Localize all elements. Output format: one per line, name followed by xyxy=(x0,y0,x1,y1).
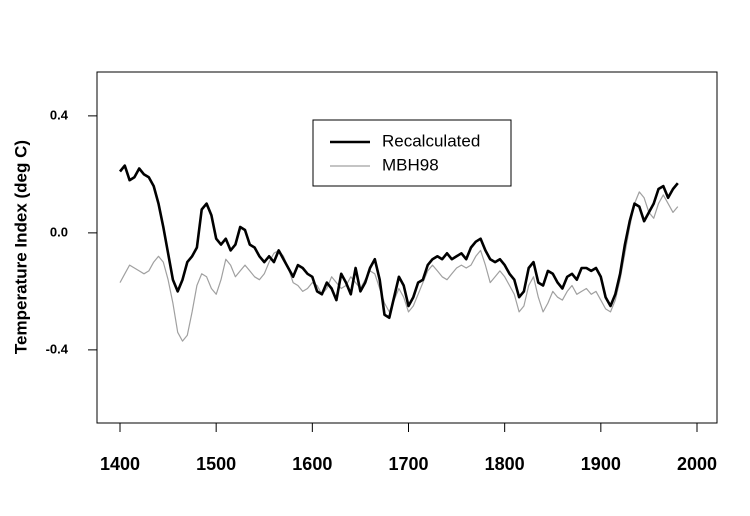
x-tick-label: 1600 xyxy=(292,454,332,474)
x-tick-label: 1900 xyxy=(581,454,621,474)
x-tick-label: 1800 xyxy=(485,454,525,474)
y-tick-label: -0.4 xyxy=(46,341,69,356)
y-axis-label: Temperature Index (deg C) xyxy=(11,140,30,354)
series-line-recalculated xyxy=(118,164,679,319)
legend-label: MBH98 xyxy=(382,155,439,174)
x-axis: 1400 1500 1600 1700 1800 1900 2000 xyxy=(100,423,717,474)
x-tick-label: 2000 xyxy=(677,454,717,474)
y-tick-label: 0.0 xyxy=(50,224,68,239)
series-line-mbh98 xyxy=(119,191,679,342)
x-tick-label: 1400 xyxy=(100,454,140,474)
x-tick-label: 1700 xyxy=(388,454,428,474)
y-tick-label: 0.4 xyxy=(50,107,69,122)
legend-box xyxy=(312,119,512,187)
y-axis: -0.4 0.0 0.4 xyxy=(46,107,97,356)
legend-label: Recalculated xyxy=(382,131,480,150)
x-tick-label: 1500 xyxy=(196,454,236,474)
plot-frame xyxy=(96,71,718,424)
series-layer xyxy=(118,164,679,342)
legend: Recalculated MBH98 xyxy=(312,119,512,187)
